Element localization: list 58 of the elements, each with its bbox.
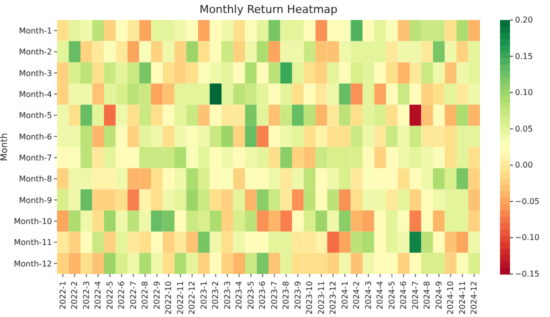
y-tick-label: Month-5 bbox=[18, 111, 52, 120]
color-bar-label: −0.05 bbox=[515, 196, 540, 206]
x-tick-label: 2023-2 bbox=[211, 281, 220, 310]
y-axis-title: Month bbox=[0, 132, 10, 162]
x-tick-label: 2024-7 bbox=[410, 281, 420, 310]
x-tick-label: 2022-12 bbox=[188, 281, 197, 314]
color-bar-label: 0.20 bbox=[515, 16, 533, 24]
x-tick-label: 2023-5 bbox=[246, 281, 256, 310]
color-bar-label: 0.10 bbox=[515, 88, 533, 98]
color-bar-label: −0.10 bbox=[515, 233, 540, 242]
y-tick-label: Month-6 bbox=[18, 132, 52, 142]
x-tick-label: 2023-1 bbox=[199, 281, 208, 310]
y-tick-label: Month-4 bbox=[18, 90, 52, 99]
x-tick-label: 2022-5 bbox=[105, 281, 114, 310]
y-tick-label: Month-9 bbox=[18, 196, 52, 205]
x-tick-label: 2022-3 bbox=[82, 281, 91, 310]
x-tick-label: 2022-9 bbox=[152, 281, 162, 310]
x-tick-label: 2024-6 bbox=[399, 281, 408, 310]
x-tick-label: 2022-6 bbox=[117, 281, 126, 310]
y-tick-label: Month-2 bbox=[18, 48, 52, 57]
x-tick-label: 2023-3 bbox=[222, 281, 232, 310]
x-tick-label: 2023-10 bbox=[305, 281, 314, 314]
x-tick-label: 2023-12 bbox=[328, 281, 338, 314]
x-tick-label: 2023-7 bbox=[270, 281, 279, 310]
x-tick-label: 2024-12 bbox=[470, 281, 479, 314]
y-tick-label: Month-11 bbox=[14, 238, 52, 248]
x-tick-label: 2023-6 bbox=[258, 281, 268, 310]
y-tick-label: Month-7 bbox=[18, 153, 52, 162]
y-tick-label: Month-3 bbox=[18, 68, 52, 78]
y-tick-label: Month-1 bbox=[18, 26, 52, 36]
x-tick-label: 2022-2 bbox=[70, 281, 80, 310]
x-tick-label: 2023-8 bbox=[282, 281, 291, 310]
x-tick-label: 2024-5 bbox=[387, 281, 396, 310]
x-tick-label: 2024-8 bbox=[422, 281, 432, 310]
x-tick-label: 2024-2 bbox=[352, 281, 362, 310]
x-tick-label: 2022-1 bbox=[58, 281, 68, 310]
color-bar-label: −0.15 bbox=[515, 270, 540, 278]
x-tick-label: 2024-1 bbox=[340, 281, 350, 310]
x-tick-label: 2022-7 bbox=[128, 281, 138, 310]
x-tick-label: 2024-4 bbox=[376, 281, 385, 310]
x-tick-label: 2024-11 bbox=[458, 281, 467, 314]
y-tick-label: Month-12 bbox=[14, 259, 52, 268]
x-tick-label: 2023-4 bbox=[234, 281, 244, 310]
y-tick-label: Month-8 bbox=[18, 174, 52, 184]
x-tick-label: 2024-9 bbox=[434, 281, 444, 310]
color-bar-label: 0.15 bbox=[515, 52, 533, 61]
y-tick-label: Month-10 bbox=[14, 216, 52, 226]
color-bar-label: 0.00 bbox=[515, 160, 533, 170]
x-tick-label: 2022-10 bbox=[164, 281, 174, 314]
x-tick-label: 2024-3 bbox=[364, 281, 373, 310]
x-tick-label: 2023-11 bbox=[316, 281, 326, 314]
x-tick-label: 2024-10 bbox=[446, 281, 456, 314]
x-tick-label: 2022-11 bbox=[176, 281, 185, 314]
x-tick-label: 2022-8 bbox=[140, 281, 150, 310]
x-tick-label: 2023-9 bbox=[293, 281, 302, 310]
chart-title: Monthly Return Heatmap bbox=[198, 3, 339, 16]
x-tick-label: 2022-4 bbox=[94, 281, 103, 310]
color-bar-label: 0.05 bbox=[515, 124, 533, 134]
